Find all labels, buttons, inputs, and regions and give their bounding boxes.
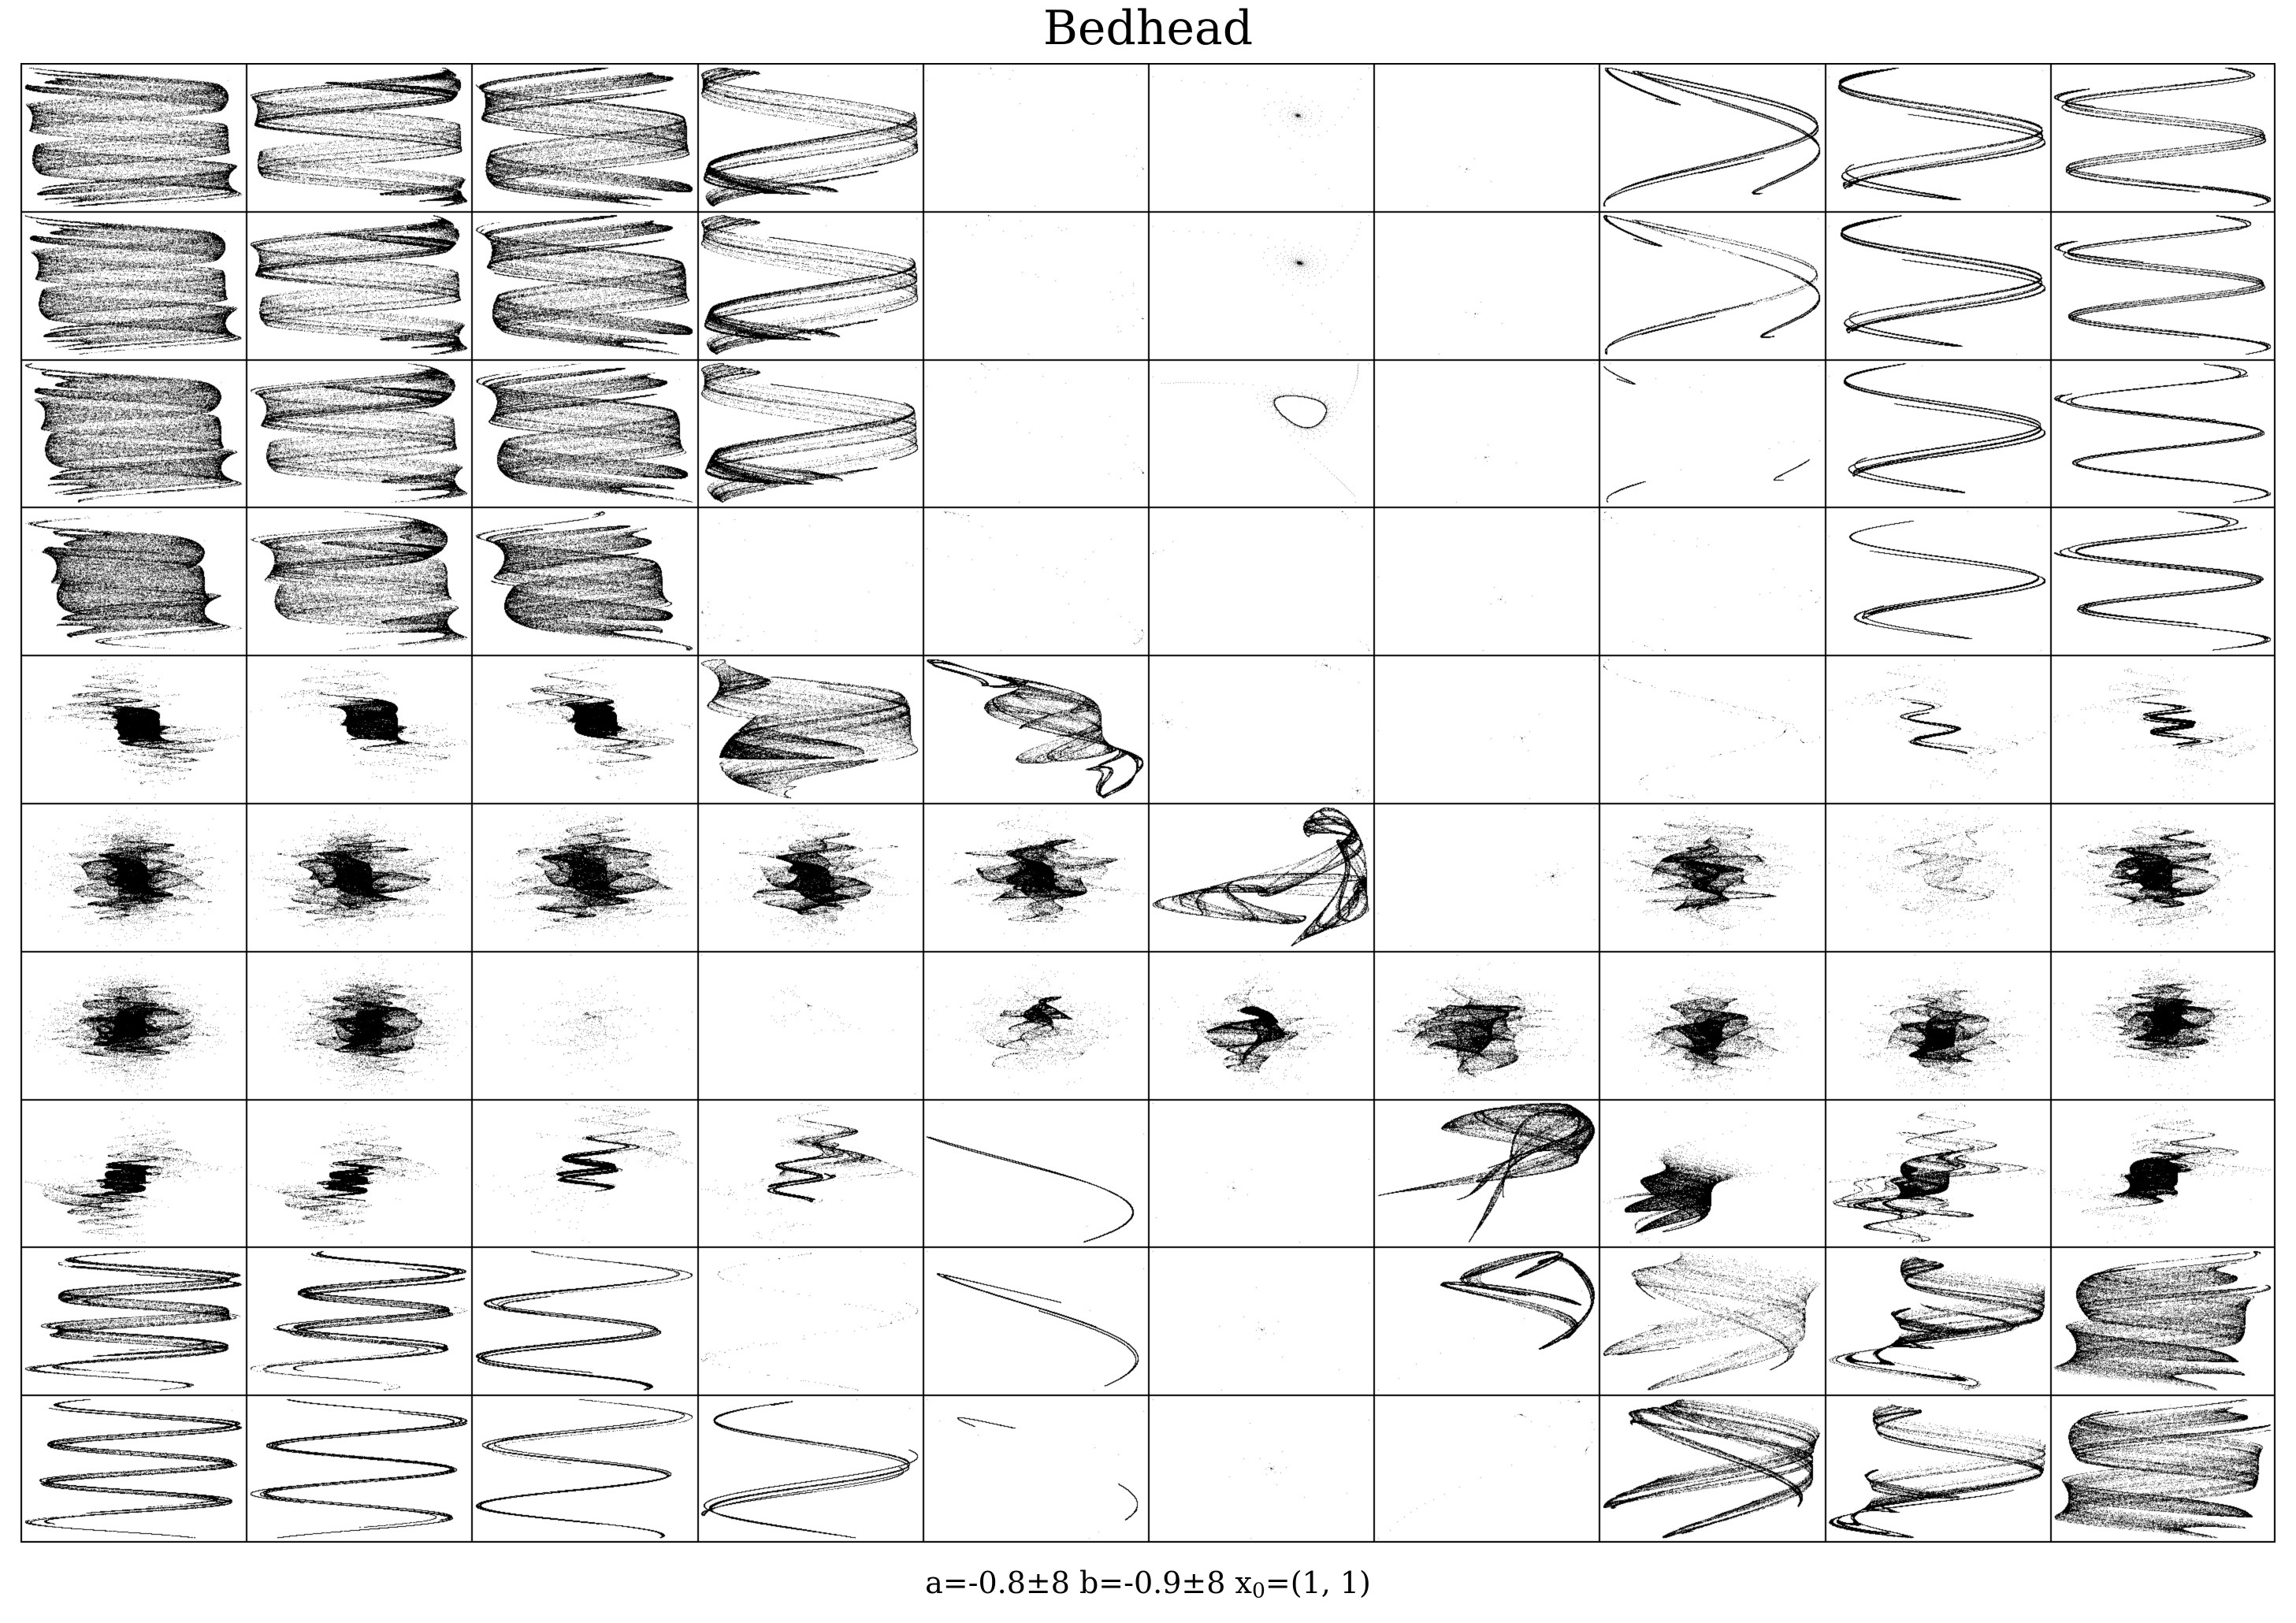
caption-suffix: =(1, 1): [1265, 1565, 1371, 1600]
figure-caption: a=-0.8±8 b=-0.9±8 x0=(1, 1): [20, 1565, 2276, 1601]
caption-prefix: a=-0.8±8 b=-0.9±8 x: [925, 1565, 1252, 1600]
attractor-grid-canvas: [20, 63, 2276, 1543]
caption-subscript: 0: [1251, 1578, 1265, 1603]
figure-title: Bedhead: [1042, 1, 1254, 56]
